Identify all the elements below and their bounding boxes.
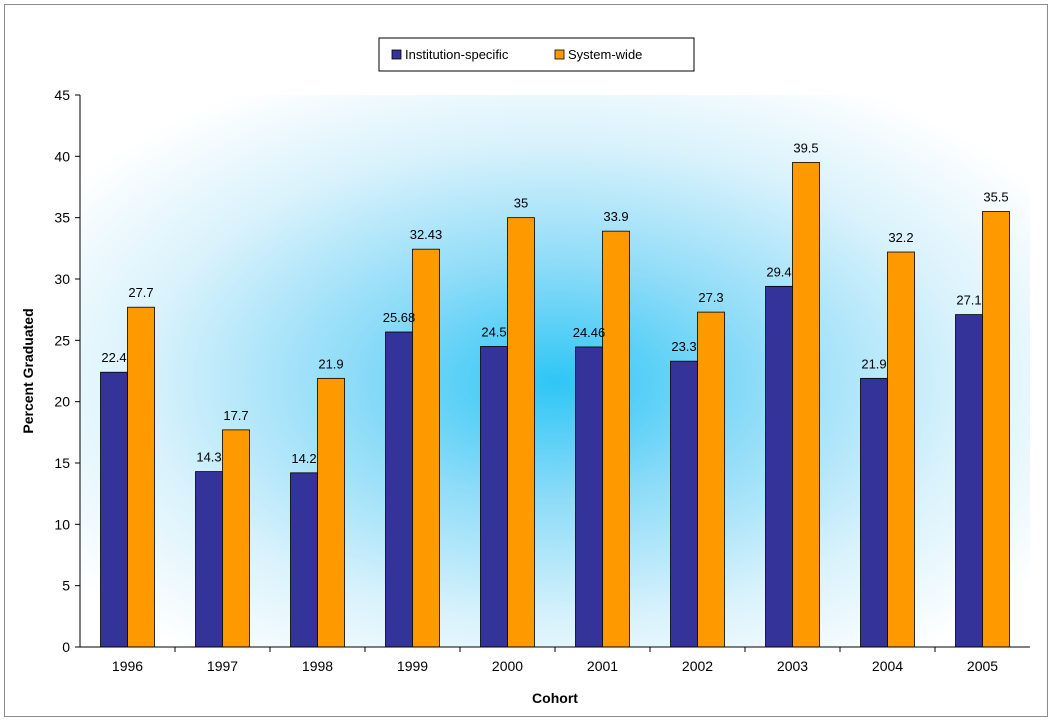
x-axis-title: Cohort — [532, 690, 578, 706]
y-tick-label: 0 — [62, 639, 70, 655]
bar-institution-specific-2003 — [765, 285, 793, 648]
data-label-system-wide-1996: 27.7 — [128, 285, 153, 300]
x-tick-label: 2000 — [492, 658, 523, 674]
x-tick-label: 2005 — [967, 658, 998, 674]
y-tick-label: 35 — [54, 210, 70, 226]
y-tick-label: 45 — [54, 87, 70, 103]
x-tick-label: 2003 — [777, 658, 808, 674]
bar-system-wide-2005 — [982, 211, 1010, 648]
x-tick-label: 2004 — [872, 658, 903, 674]
y-tick-label: 40 — [54, 148, 70, 164]
bar-institution-specific-2004 — [860, 377, 888, 648]
y-tick-label: 10 — [54, 516, 70, 532]
data-label-institution-specific-2000: 24.5 — [481, 324, 506, 339]
bar-institution-specific-2002 — [670, 360, 698, 648]
legend-swatch-institution — [391, 49, 402, 60]
legend-box — [378, 37, 695, 72]
bar-system-wide-2001 — [602, 230, 630, 648]
data-label-system-wide-2000: 35 — [514, 196, 528, 211]
data-label-institution-specific-2003: 29.4 — [766, 264, 791, 279]
data-label-system-wide-1999: 32.43 — [410, 227, 443, 242]
legend-label-system: System-wide — [568, 47, 642, 62]
bar-system-wide-2000 — [507, 217, 535, 648]
y-tick-label: 15 — [54, 455, 70, 471]
bar-system-wide-1996 — [127, 306, 155, 648]
x-tick-label: 2001 — [587, 658, 618, 674]
bar-system-wide-1997 — [222, 429, 250, 648]
y-tick-label: 25 — [54, 332, 70, 348]
y-tick-label: 5 — [62, 578, 70, 594]
data-label-institution-specific-1999: 25.68 — [383, 310, 416, 325]
bar-system-wide-2002 — [697, 311, 725, 648]
x-tick-label: 1996 — [112, 658, 143, 674]
x-tick-label: 1998 — [302, 658, 333, 674]
legend-swatch-system — [554, 49, 565, 60]
data-label-system-wide-2003: 39.5 — [793, 140, 818, 155]
data-label-system-wide-2005: 35.5 — [983, 190, 1008, 205]
legend: Institution-specific System-wide — [378, 37, 695, 72]
legend-label-institution: Institution-specific — [405, 47, 509, 62]
bar-institution-specific-1996 — [100, 371, 128, 648]
data-label-institution-specific-1997: 14.3 — [196, 450, 221, 465]
data-label-system-wide-2004: 32.2 — [888, 230, 913, 245]
bar-institution-specific-1998 — [290, 472, 318, 648]
bar-institution-specific-2005 — [955, 314, 983, 648]
bar-system-wide-1998 — [317, 377, 345, 648]
x-tick-label: 1997 — [207, 658, 238, 674]
y-tick-label: 30 — [54, 271, 70, 287]
bar-institution-specific-1999 — [385, 331, 413, 648]
data-label-institution-specific-2002: 23.3 — [671, 339, 696, 354]
bar-institution-specific-1997 — [195, 471, 223, 648]
x-tick-label: 1999 — [397, 658, 428, 674]
data-label-system-wide-1997: 17.7 — [223, 408, 248, 423]
data-label-system-wide-2002: 27.3 — [698, 290, 723, 305]
bar-system-wide-2004 — [887, 251, 915, 648]
data-label-system-wide-2001: 33.9 — [603, 209, 628, 224]
data-label-institution-specific-2005: 27.1 — [956, 293, 981, 308]
data-label-system-wide-1998: 21.9 — [318, 356, 343, 371]
bar-institution-specific-2001 — [575, 346, 603, 648]
y-axis-title: Percent Graduated — [20, 308, 36, 433]
x-tick-label: 2002 — [682, 658, 713, 674]
bar-system-wide-1999 — [412, 248, 440, 648]
data-label-institution-specific-2004: 21.9 — [861, 356, 886, 371]
data-label-institution-specific-1996: 22.4 — [101, 350, 126, 365]
y-tick-label: 20 — [54, 394, 70, 410]
data-label-institution-specific-2001: 24.46 — [573, 325, 606, 340]
data-label-institution-specific-1998: 14.2 — [291, 451, 316, 466]
bar-institution-specific-2000 — [480, 346, 508, 648]
bar-system-wide-2003 — [792, 162, 820, 648]
